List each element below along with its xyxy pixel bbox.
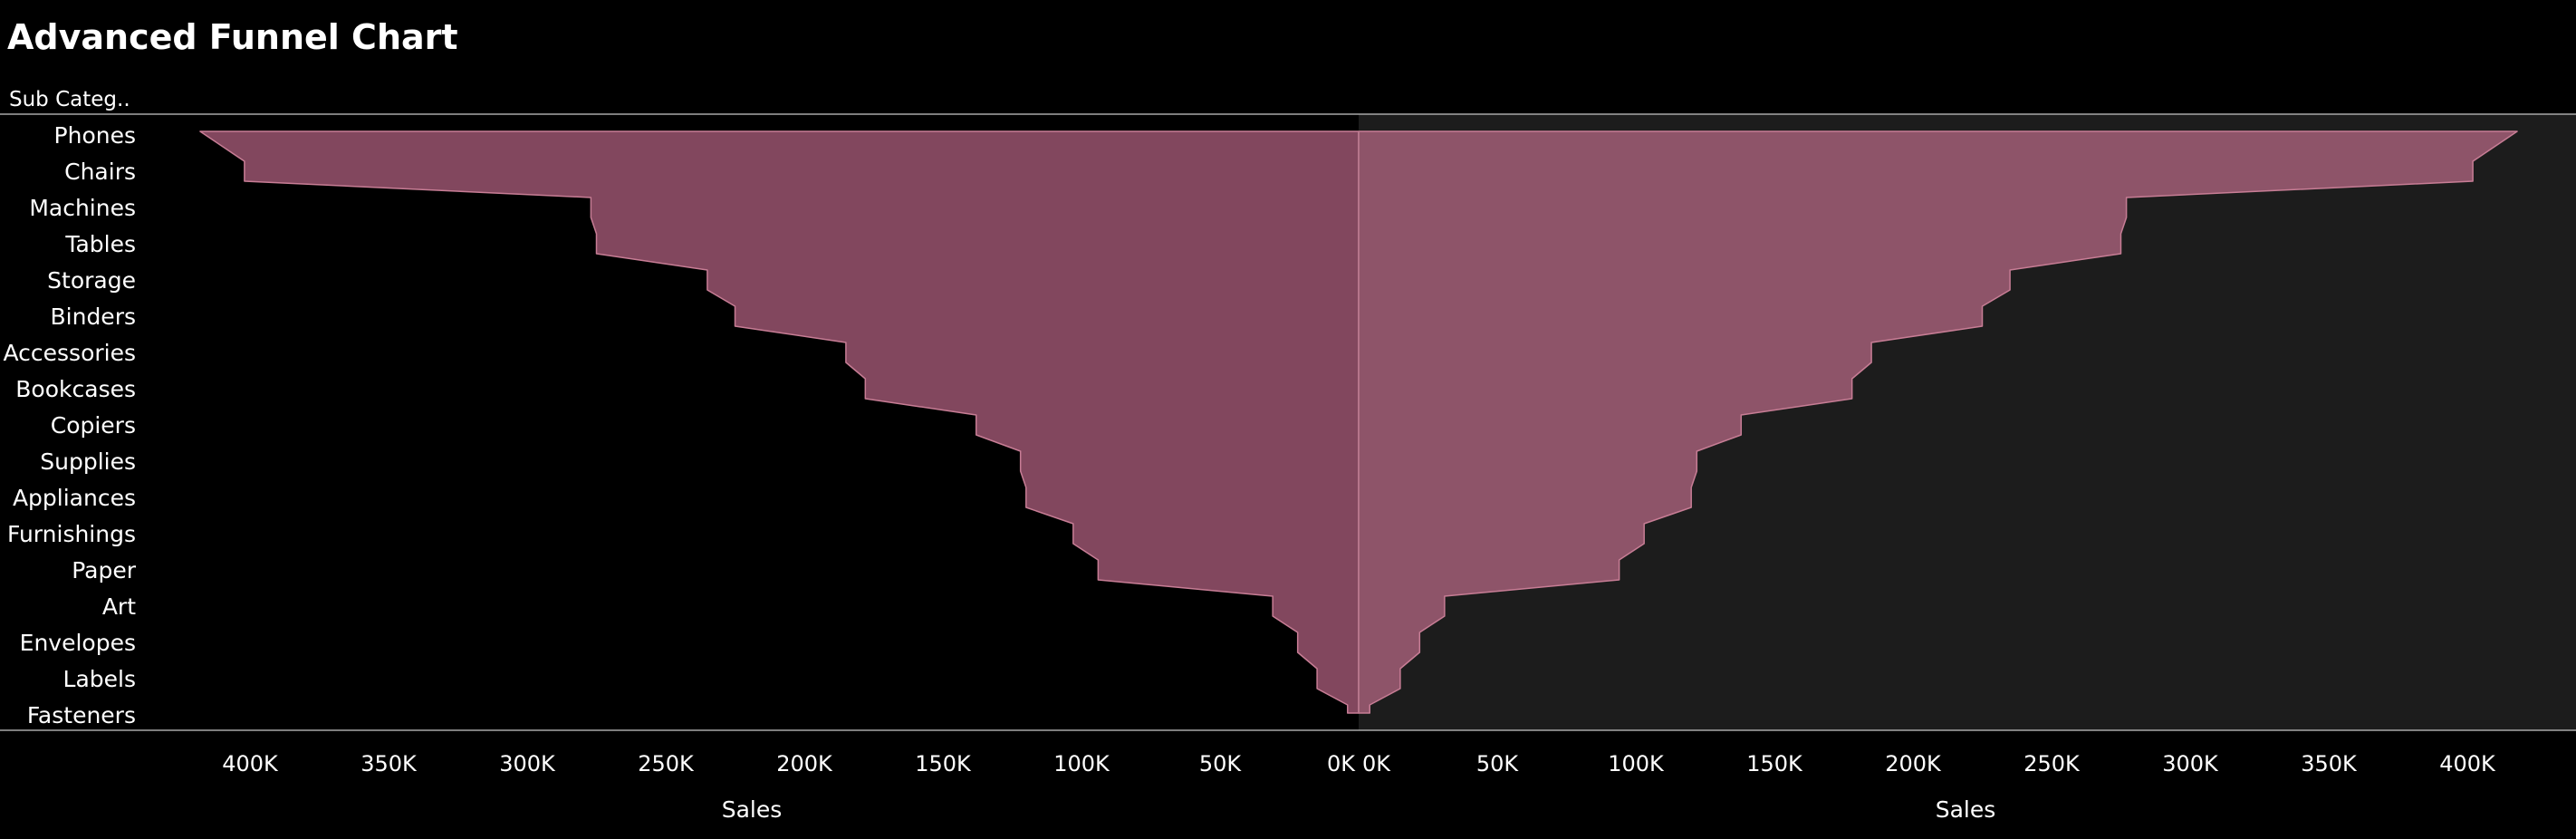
- category-label: Storage: [47, 267, 136, 294]
- category-label: Paper: [72, 557, 137, 583]
- category-label: Tables: [64, 231, 136, 257]
- x-axis-label-left: Sales: [722, 796, 783, 823]
- x-tick-label-right: 400K: [2439, 751, 2496, 776]
- category-label: Envelopes: [20, 630, 136, 656]
- category-label: Binders: [51, 304, 137, 330]
- category-label: Furnishings: [7, 521, 136, 547]
- x-tick-label-left: 350K: [360, 751, 418, 776]
- x-tick-label-left: 300K: [499, 751, 556, 776]
- category-label: Supplies: [40, 448, 136, 475]
- category-label: Phones: [54, 122, 136, 149]
- category-label: Bookcases: [15, 376, 136, 402]
- x-tick-label-right: 100K: [1608, 751, 1665, 776]
- funnel-area-left: [199, 130, 1360, 714]
- x-tick-label-left: 400K: [222, 751, 279, 776]
- x-tick-label-right: 300K: [2162, 751, 2219, 776]
- category-label: Copiers: [51, 412, 136, 439]
- x-tick-label-left: 100K: [1053, 751, 1110, 776]
- x-tick-label-right: 200K: [1885, 751, 1942, 776]
- category-label: Fasteners: [27, 702, 136, 728]
- x-tick-label-right: 350K: [2301, 751, 2358, 776]
- category-label: Accessories: [3, 340, 136, 366]
- x-tick-label-right: 0K: [1362, 751, 1391, 776]
- x-tick-label-left: 50K: [1199, 751, 1243, 776]
- funnel-area-right: [1358, 130, 2518, 714]
- x-tick-label-left: 250K: [638, 751, 695, 776]
- category-label: Labels: [63, 666, 136, 692]
- x-tick-label-left: 0K: [1327, 751, 1356, 776]
- x-tick-label-left: 200K: [776, 751, 833, 776]
- category-label: Chairs: [64, 159, 136, 185]
- row-header: Sub Categ..: [9, 88, 130, 111]
- x-axis-label-right: Sales: [1936, 796, 1996, 823]
- x-tick-label-right: 50K: [1476, 751, 1520, 776]
- x-tick-label-left: 150K: [915, 751, 972, 776]
- x-tick-label-right: 250K: [2023, 751, 2081, 776]
- category-label: Art: [102, 593, 136, 620]
- chart-title: Advanced Funnel Chart: [7, 17, 458, 57]
- category-label: Appliances: [13, 485, 136, 511]
- category-label: Machines: [29, 195, 136, 221]
- x-tick-label-right: 150K: [1746, 751, 1803, 776]
